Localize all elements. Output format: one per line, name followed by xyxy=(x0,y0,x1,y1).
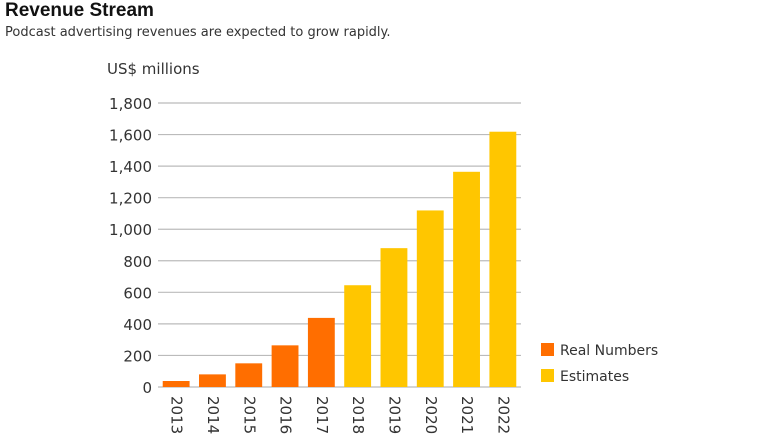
x-tick-label: 2020 xyxy=(422,396,440,434)
bar-2017 xyxy=(307,317,335,387)
y-tick-label: 1,400 xyxy=(109,158,152,176)
bar-2021 xyxy=(453,171,480,387)
y-tick-label: 1,200 xyxy=(109,190,152,208)
bar-2013 xyxy=(162,381,190,387)
x-tick-label: 2013 xyxy=(168,396,186,434)
y-tick-label: 1,000 xyxy=(109,221,152,239)
legend-label: Real Numbers xyxy=(560,343,658,359)
y-tick-label: 800 xyxy=(123,253,152,271)
chart-subtitle: Podcast advertising revenues are expecte… xyxy=(5,25,391,40)
bar-2018 xyxy=(344,285,372,387)
y-tick-label: 400 xyxy=(123,316,152,334)
bar-2016 xyxy=(271,345,299,387)
x-tick-label: 2017 xyxy=(313,396,331,434)
y-tick-label: 0 xyxy=(142,379,152,397)
y-axis-label: US$ millions xyxy=(107,60,200,78)
bar-2020 xyxy=(416,210,444,387)
x-tick-label: 2016 xyxy=(277,396,295,434)
x-tick-label: 2014 xyxy=(204,396,222,434)
y-tick-label: 200 xyxy=(123,347,152,365)
y-tick-label: 1,600 xyxy=(109,127,152,145)
x-tick-label: 2022 xyxy=(494,396,512,434)
legend-label: Estimates xyxy=(560,369,629,385)
bar-2022 xyxy=(489,131,517,387)
bar-2015 xyxy=(235,363,263,387)
x-tick-label: 2021 xyxy=(458,396,476,434)
legend-swatch xyxy=(541,343,554,356)
y-tick-label: 1,800 xyxy=(109,95,152,113)
y-tick-label: 600 xyxy=(123,284,152,302)
chart-title: Revenue Stream xyxy=(5,0,154,21)
x-tick-label: 2019 xyxy=(385,396,403,434)
bar-2019 xyxy=(380,248,408,387)
legend-swatch xyxy=(541,369,554,382)
x-tick-label: 2015 xyxy=(240,396,258,434)
x-tick-label: 2018 xyxy=(349,396,367,434)
bar-2014 xyxy=(199,374,226,387)
